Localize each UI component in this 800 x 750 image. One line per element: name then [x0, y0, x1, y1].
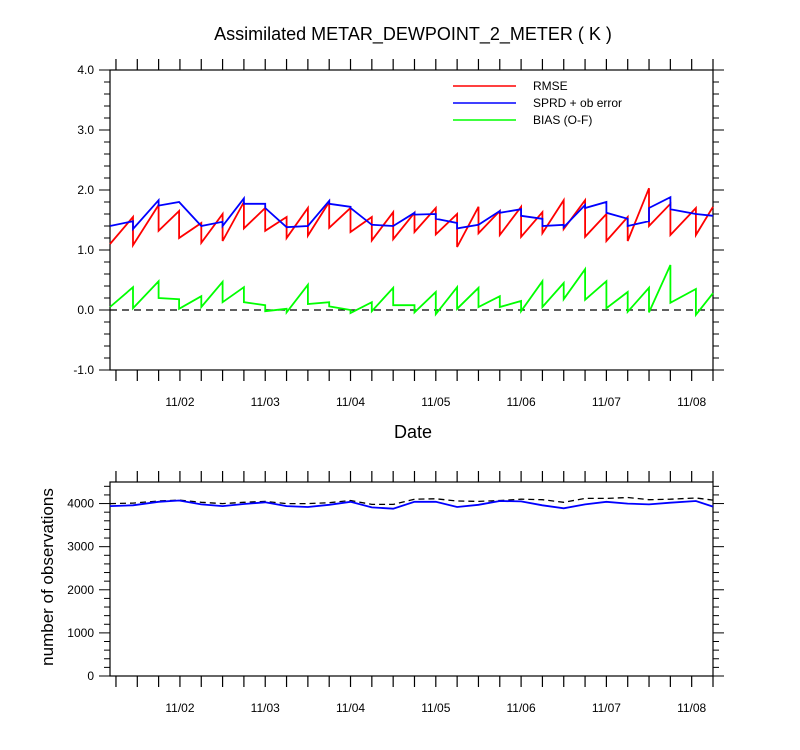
x-tick-label: 11/07	[592, 701, 621, 715]
x-tick-label: 11/08	[677, 701, 706, 715]
x-tick-label: 11/06	[507, 701, 536, 715]
y-tick-label: 4000	[67, 497, 94, 511]
x-axis-label: Date	[394, 422, 432, 442]
y-tick-label: 1.0	[77, 243, 94, 257]
x-tick-label: 11/06	[507, 395, 536, 409]
bias-o-f-series-line	[109, 264, 714, 318]
legend-label: BIAS (O-F)	[533, 113, 592, 127]
y-tick-label: 0	[87, 669, 94, 683]
y-tick-label: 3000	[67, 540, 94, 554]
y-tick-label: 2000	[67, 583, 94, 597]
legend-label: SPRD + ob error	[533, 96, 622, 110]
x-tick-label: 11/08	[677, 395, 706, 409]
y-tick-label: 1000	[67, 626, 94, 640]
plot-frame	[109, 69, 714, 371]
y-tick-label: -1.0	[73, 363, 94, 377]
rmse-series-line	[109, 187, 714, 249]
x-tick-label: 11/04	[336, 395, 365, 409]
y-axis-label-observations: number of observations	[38, 488, 57, 666]
sprd-ob-error-series-line	[109, 195, 714, 232]
x-tick-label: 11/02	[165, 395, 194, 409]
bottom-plot: 0 1000 2000 3000 4000 11/02 11/03 11/04 11/05 11/…	[67, 471, 724, 715]
x-tick-label: 11/03	[251, 701, 280, 715]
y-tick-label: 4.0	[77, 63, 94, 77]
y-tick-label: 2.0	[77, 183, 94, 197]
y-tick-label: 3.0	[77, 123, 94, 137]
x-tick-label: 11/05	[421, 395, 450, 409]
plot-frame	[109, 481, 714, 677]
x-tick-label: 11/04	[336, 701, 365, 715]
x-tick-label: 11/02	[165, 701, 194, 715]
observations-solid-series-line	[109, 499, 714, 510]
legend-label: RMSE	[533, 79, 568, 93]
chart-title: Assimilated METAR_DEWPOINT_2_METER ( K )	[214, 24, 612, 45]
x-tick-label: 11/05	[421, 701, 450, 715]
x-tick-label: 11/03	[251, 395, 280, 409]
observations-dashed-series-line	[109, 496, 714, 506]
y-tick-label: 0.0	[77, 303, 94, 317]
x-tick-label: 11/07	[592, 395, 621, 409]
top-plot: -1.0 0.0 1.0 2.0 3.0 4.0 11/02 11/03 11/04 11/05 1…	[73, 59, 724, 409]
